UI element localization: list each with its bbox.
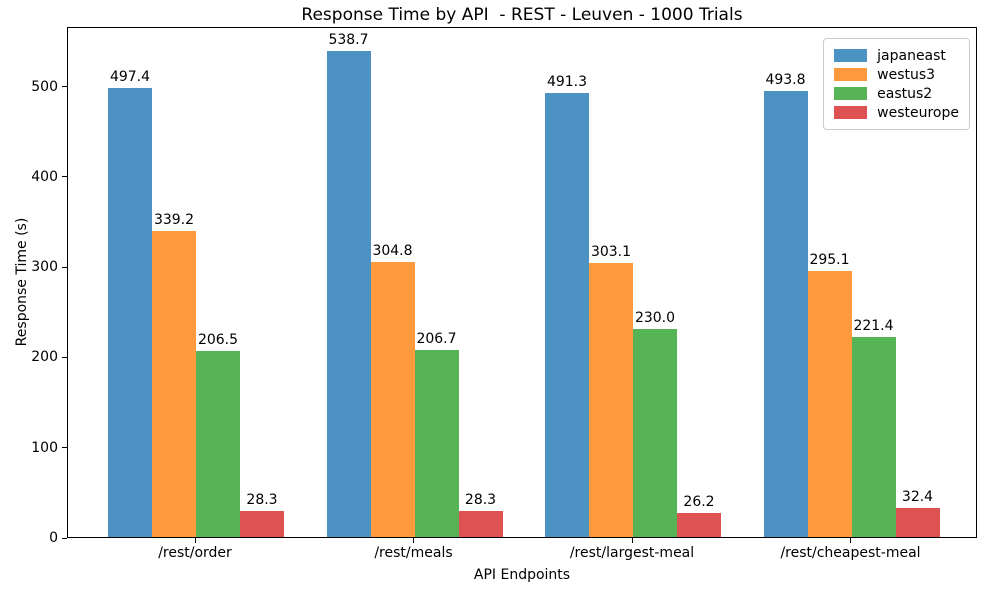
bar-value-label: 304.8 bbox=[372, 242, 413, 259]
legend-label-japaneast: japaneast bbox=[877, 47, 946, 64]
bar-westeurope-3 bbox=[677, 513, 721, 537]
y-tick-mark bbox=[62, 266, 67, 268]
x-tick-mark bbox=[194, 538, 196, 543]
bar-westus3-2 bbox=[370, 261, 415, 537]
bar-value-label: 493.8 bbox=[765, 72, 806, 89]
legend: japaneast westus3 eastus2 westeurope bbox=[823, 38, 970, 130]
bar-value-label: 303.1 bbox=[590, 244, 632, 261]
y-tick-mark bbox=[62, 447, 67, 449]
bar-value-label: 32.4 bbox=[901, 488, 934, 505]
bar-eastus2-3 bbox=[633, 329, 677, 537]
y-tick-mark bbox=[62, 356, 67, 358]
bar-japaneast-3 bbox=[545, 93, 589, 537]
y-tick-mark bbox=[62, 86, 67, 88]
y-tick-mark bbox=[62, 176, 67, 178]
legend-label-westus3: westus3 bbox=[877, 66, 936, 83]
x-tick-label: /rest/order bbox=[158, 545, 232, 561]
legend-swatch-eastus2 bbox=[834, 87, 868, 100]
bar-japaneast-2 bbox=[326, 50, 371, 537]
bar-value-label: 230.0 bbox=[634, 310, 676, 327]
x-tick-mark bbox=[413, 538, 414, 543]
bar-value-label: 339.2 bbox=[153, 211, 195, 228]
legend-label-westeurope: westeurope bbox=[877, 104, 959, 121]
bar-japaneast-4 bbox=[763, 91, 808, 537]
plot-area: japaneast westus3 eastus2 westeurope 497.4 5… bbox=[67, 27, 977, 538]
x-tick-mark bbox=[850, 538, 851, 543]
bar-value-label: 491.3 bbox=[546, 74, 588, 91]
bar-westus3-3 bbox=[589, 263, 633, 537]
y-tick-mark bbox=[62, 537, 67, 539]
x-axis-label: API Endpoints bbox=[473, 567, 571, 583]
y-tick-label: 500 bbox=[31, 78, 58, 95]
legend-item-westeurope: westeurope bbox=[834, 103, 959, 122]
legend-item-japaneast: japaneast bbox=[834, 46, 959, 65]
y-tick-label: 300 bbox=[31, 259, 58, 276]
y-tick-label: 0 bbox=[49, 530, 58, 546]
chart-title: Response Time by API - REST - Leuven - 1… bbox=[301, 5, 743, 25]
bar-eastus2-1 bbox=[196, 350, 240, 537]
bar-value-label: 497.4 bbox=[109, 68, 151, 85]
bar-value-label: 295.1 bbox=[809, 251, 850, 268]
y-tick-label: 100 bbox=[31, 439, 58, 456]
legend-swatch-westus3 bbox=[834, 68, 868, 81]
bar-value-label: 538.7 bbox=[328, 31, 369, 48]
y-tick-label: 400 bbox=[31, 168, 58, 185]
bar-eastus2-4 bbox=[851, 337, 896, 537]
x-tick-label: /rest/largest-meal bbox=[569, 545, 695, 561]
legend-item-westus3: westus3 bbox=[834, 65, 959, 84]
bar-eastus2-2 bbox=[414, 350, 459, 537]
y-tick-label: 200 bbox=[31, 349, 58, 366]
legend-item-eastus2: eastus2 bbox=[834, 84, 959, 103]
bar-westeurope-4 bbox=[895, 507, 940, 537]
x-tick-mark bbox=[631, 538, 633, 543]
bar-value-label: 28.3 bbox=[464, 492, 497, 509]
bar-westeurope-1 bbox=[240, 511, 284, 537]
bar-value-label: 221.4 bbox=[853, 318, 894, 335]
bar-westus3-1 bbox=[152, 230, 196, 537]
bar-value-label: 26.2 bbox=[683, 494, 715, 511]
legend-swatch-japaneast bbox=[834, 49, 868, 62]
bar-value-label: 206.5 bbox=[197, 331, 239, 348]
y-axis-label: Response Time (s) bbox=[14, 217, 30, 347]
x-tick-label: /rest/cheapest-meal bbox=[780, 545, 921, 561]
legend-label-eastus2: eastus2 bbox=[877, 85, 933, 102]
bar-westus3-4 bbox=[807, 270, 852, 537]
bar-westeurope-2 bbox=[458, 511, 503, 537]
x-tick-label: /rest/meals bbox=[374, 545, 453, 561]
bar-value-label: 28.3 bbox=[246, 492, 278, 509]
bar-japaneast-1 bbox=[108, 87, 152, 537]
legend-swatch-westeurope bbox=[834, 106, 868, 119]
bar-value-label: 206.7 bbox=[416, 331, 457, 348]
